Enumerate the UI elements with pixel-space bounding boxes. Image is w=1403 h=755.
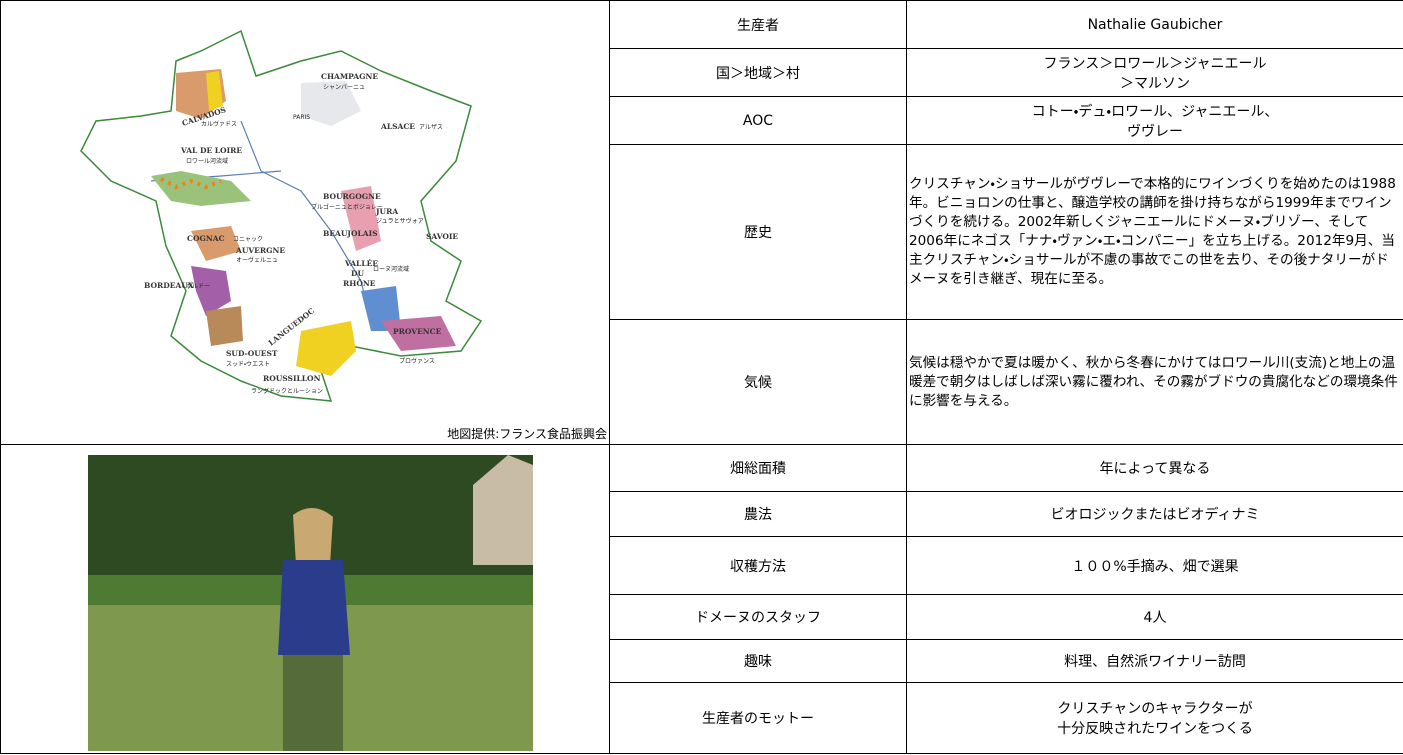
row-label: ドメーヌのスタッフ bbox=[609, 594, 907, 640]
map-label: ラングドックとルーション bbox=[251, 387, 323, 395]
map-label: スッド・ウエスト bbox=[226, 360, 270, 368]
hair bbox=[293, 507, 333, 565]
row-label: 農法 bbox=[609, 491, 907, 537]
region-bourgogne bbox=[341, 186, 381, 251]
map-label: ALSACE bbox=[380, 122, 415, 131]
table-row: 農法 ビオロジックまたはビオディナミ bbox=[1, 491, 1403, 537]
value-line: Nathalie Gaubicher bbox=[1087, 16, 1223, 33]
value-line: 年によって異なる bbox=[1099, 461, 1211, 477]
value-line: フランス＞ロワール＞ジャニエール bbox=[1043, 55, 1267, 72]
row-value: クリスチャン・ショサールがヴヴレーで本格的にワインづくりを始めたのは1988年。… bbox=[906, 144, 1403, 320]
table-row: ドメーヌのスタッフ 4人 bbox=[1, 594, 1403, 640]
map: CHAMPAGNEシャンパーニュCALVADOSカルヴァドスPARISALSAC… bbox=[80, 29, 607, 441]
row-value: ビオロジックまたはビオディナミ bbox=[906, 491, 1403, 537]
map-label: コニャック bbox=[233, 236, 263, 243]
table-row: 生産者のモットー クリスチャンのキャラクターが 十分反映されたワインをつくる bbox=[1, 682, 1403, 754]
map-label: BEAUJOLAIS bbox=[323, 229, 378, 238]
value-line: １００%手摘み、畑で選果 bbox=[1071, 558, 1239, 575]
row-label: 気候 bbox=[609, 319, 907, 445]
map-label: VAL DE LOIRE bbox=[180, 146, 242, 155]
map-label: RHÔNE bbox=[343, 279, 376, 288]
map-label: PARIS bbox=[293, 114, 310, 121]
value-line: 料理、自然派ワイナリー訪問 bbox=[1064, 654, 1246, 670]
map-label: BORDEAUX bbox=[144, 281, 194, 290]
region-sudouest bbox=[206, 306, 243, 346]
value-line: ＞マルソン bbox=[1120, 75, 1190, 92]
row-value: Nathalie Gaubicher bbox=[906, 0, 1403, 49]
row-value: コトー・デュ・ロワール、ジャニエール、 ヴヴレー bbox=[906, 96, 1403, 145]
legs bbox=[283, 655, 343, 751]
map-label: COGNAC bbox=[187, 234, 225, 243]
photo bbox=[88, 455, 533, 751]
region-champagne bbox=[301, 81, 361, 126]
map-label: ROUSSILLON bbox=[263, 374, 321, 383]
map-label: SUD-OUEST bbox=[226, 349, 278, 358]
map-label: AUVERGNE bbox=[235, 246, 285, 255]
region-loire bbox=[151, 171, 251, 206]
value-line: 4人 bbox=[1143, 610, 1167, 626]
row-value: 年によって異なる bbox=[906, 444, 1403, 492]
river bbox=[240, 120, 372, 322]
value-line: ビオロジックまたはビオディナミ bbox=[1050, 507, 1260, 523]
row-label: 国＞地域＞村 bbox=[609, 48, 907, 97]
row-value: 料理、自然派ワイナリー訪問 bbox=[906, 639, 1403, 683]
region-cognac bbox=[191, 226, 241, 261]
table-row: 収穫方法 １００%手摘み、畑で選果 bbox=[1, 536, 1403, 595]
table-row: AOC コトー・デュ・ロワール、ジャニエール、 ヴヴレー bbox=[1, 96, 1403, 145]
map-label: ボルドー bbox=[186, 282, 210, 290]
house bbox=[473, 455, 533, 565]
map-label: ロワール河流域 bbox=[186, 157, 228, 165]
value-line: 気候は穏やかで夏は暖かく、秋から冬春にかけてはロワール川(支流)と地上の温暖差で… bbox=[909, 354, 1398, 409]
shirt bbox=[278, 560, 350, 655]
map-label: CHAMPAGNE bbox=[321, 72, 378, 81]
row-value: フランス＞ロワール＞ジャニエール ＞マルソン bbox=[906, 48, 1403, 97]
row-value: １００%手摘み、畑で選果 bbox=[906, 536, 1403, 595]
region-bordeaux bbox=[191, 266, 231, 316]
table-row: 歴史 クリスチャン・ショサールがヴヴレーで本格的にワインづくりを始めたのは1988… bbox=[1, 144, 1403, 320]
map-label: アルザス bbox=[419, 124, 443, 131]
row-label: 歴史 bbox=[609, 144, 907, 320]
map-label: シャンパーニュ bbox=[323, 84, 365, 91]
map-label: ローヌ河流域 bbox=[373, 265, 409, 273]
map-label: プロヴァンス bbox=[399, 357, 435, 365]
row-value: 4人 bbox=[906, 594, 1403, 640]
row-label: 生産者のモットー bbox=[609, 682, 907, 754]
row-label: 畑総面積 bbox=[609, 444, 907, 492]
value-line: コトー・デュ・ロワール、ジャニエール、 bbox=[1031, 103, 1279, 120]
map-label: DU bbox=[351, 269, 365, 278]
region bbox=[206, 71, 223, 111]
value-line: クリスチャン・ショサールがヴヴレーで本格的にワインづくりを始めたのは1988年。… bbox=[909, 176, 1396, 287]
map-label: カルヴァドス bbox=[201, 120, 237, 128]
table-row: 気候 気候は穏やかで夏は暖かく、秋から冬春にかけてはロワール川(支流)と地上の温暖… bbox=[1, 319, 1403, 445]
domaine-marker bbox=[160, 177, 222, 190]
row-label: AOC bbox=[609, 96, 907, 145]
row-label: 趣味 bbox=[609, 639, 907, 683]
value-line: 十分反映されたワインをつくる bbox=[1057, 721, 1253, 737]
row-label: 収穫方法 bbox=[609, 536, 907, 595]
value-line: ヴヴレー bbox=[1127, 123, 1183, 140]
map-label: SAVOIE bbox=[426, 232, 458, 241]
map-label: ブルゴーニュとボジョレー bbox=[311, 203, 383, 211]
value-line: クリスチャンのキャラクターが bbox=[1057, 701, 1253, 717]
map-label: PROVENCE bbox=[393, 327, 442, 336]
region-provence bbox=[381, 316, 456, 351]
map-label: JURA bbox=[375, 207, 398, 216]
map-label: オーヴェルニュ bbox=[236, 256, 278, 264]
map-label: VALLÉE bbox=[344, 259, 378, 268]
map-credit: 地図提供:フランス食品振興会 bbox=[447, 426, 607, 441]
region-rhone bbox=[361, 286, 401, 331]
row-value: クリスチャンのキャラクターが 十分反映されたワインをつくる bbox=[906, 682, 1403, 754]
map-label: ジュラとサヴォア bbox=[376, 217, 424, 225]
row-label: 生産者 bbox=[609, 0, 907, 49]
region-languedoc bbox=[296, 321, 356, 376]
map-label: BOURGOGNE bbox=[323, 192, 381, 201]
row-value: 気候は穏やかで夏は暖かく、秋から冬春にかけてはロワール川(支流)と地上の温暖差で… bbox=[906, 319, 1403, 445]
